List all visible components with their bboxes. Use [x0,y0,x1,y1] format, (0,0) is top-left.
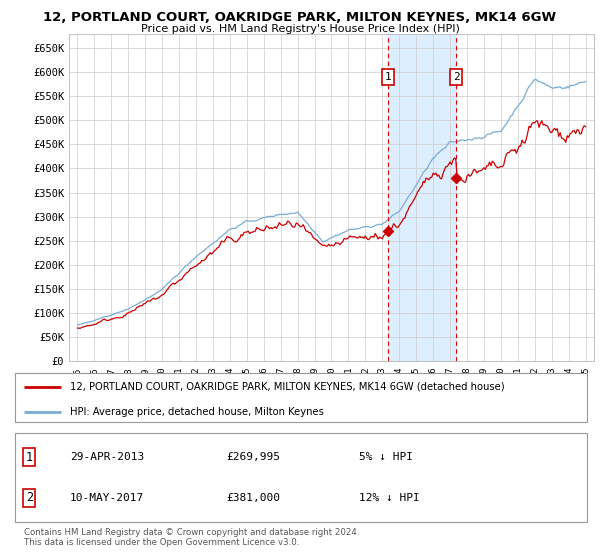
Text: 29-APR-2013: 29-APR-2013 [70,452,144,462]
Text: 12, PORTLAND COURT, OAKRIDGE PARK, MILTON KEYNES, MK14 6GW: 12, PORTLAND COURT, OAKRIDGE PARK, MILTO… [43,11,557,24]
Text: Price paid vs. HM Land Registry's House Price Index (HPI): Price paid vs. HM Land Registry's House … [140,24,460,34]
Text: 2: 2 [26,491,33,504]
Text: HPI: Average price, detached house, Milton Keynes: HPI: Average price, detached house, Milt… [70,407,324,417]
Text: 10-MAY-2017: 10-MAY-2017 [70,493,144,503]
Text: 12, PORTLAND COURT, OAKRIDGE PARK, MILTON KEYNES, MK14 6GW (detached house): 12, PORTLAND COURT, OAKRIDGE PARK, MILTO… [70,381,505,391]
Text: 2: 2 [453,72,460,82]
Text: 1: 1 [385,72,391,82]
Text: £269,995: £269,995 [226,452,280,462]
Text: Contains HM Land Registry data © Crown copyright and database right 2024.
This d: Contains HM Land Registry data © Crown c… [24,528,359,547]
Text: £381,000: £381,000 [226,493,280,503]
FancyBboxPatch shape [15,374,587,422]
Text: 1: 1 [26,451,33,464]
FancyBboxPatch shape [15,433,587,522]
Text: 12% ↓ HPI: 12% ↓ HPI [359,493,420,503]
Text: 5% ↓ HPI: 5% ↓ HPI [359,452,413,462]
